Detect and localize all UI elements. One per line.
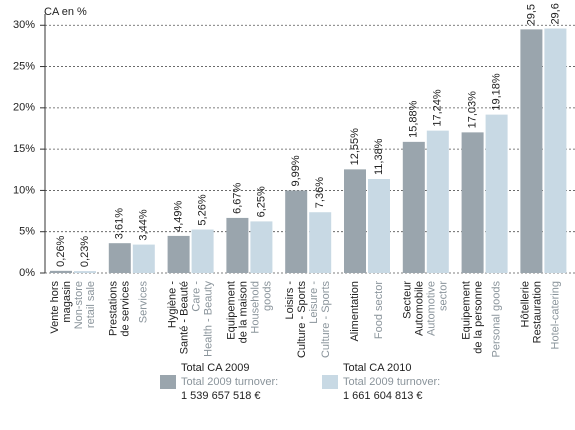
category-label: Food sector	[373, 281, 385, 339]
y-tick-label: 0%	[19, 267, 35, 279]
bar	[167, 235, 190, 273]
category-label: Care -	[191, 281, 203, 312]
category-label: de la personne	[473, 281, 485, 354]
value-label: 15,88%	[408, 100, 420, 138]
y-tick-label: 20%	[13, 102, 35, 114]
category-label: Health - Beauty	[203, 281, 215, 357]
category-label: goods	[261, 281, 273, 311]
value-label: 12,55%	[349, 128, 361, 166]
value-label: 17,24%	[432, 89, 444, 127]
value-label: 29,6	[549, 3, 561, 24]
category-label: retail sale	[85, 281, 97, 328]
value-label: 4,49%	[173, 201, 185, 232]
category-label: Hôtellerie	[519, 281, 531, 327]
bar	[368, 179, 390, 273]
category-label: Restauration	[531, 281, 543, 343]
legend-detail: Total 2009 turnover:	[343, 376, 440, 388]
category-label: Leisure -	[308, 281, 320, 324]
value-label: 7,36%	[314, 177, 326, 208]
value-label: 0,23%	[79, 236, 91, 267]
bar	[520, 29, 543, 273]
y-tick-label: 5%	[19, 226, 35, 238]
bar	[461, 132, 484, 273]
category-label: Non-store	[73, 281, 85, 329]
value-label: 11,38%	[373, 138, 385, 175]
bar	[544, 28, 567, 273]
y-tick-label: 25%	[13, 60, 35, 72]
value-label: 17,03%	[467, 91, 479, 129]
bar	[250, 221, 273, 273]
category-label: Equipement	[461, 281, 473, 340]
y-tick-label: 30%	[13, 19, 35, 31]
bar	[344, 169, 366, 273]
bar	[74, 271, 96, 273]
legend-label: Total CA 2010	[343, 362, 412, 374]
category-label: Automotive	[426, 281, 438, 336]
bar	[485, 114, 508, 273]
value-label: 6,67%	[231, 183, 243, 214]
category-label: Culture - Sports	[320, 281, 332, 359]
value-label: 3,44%	[138, 209, 150, 240]
category-label: Services	[138, 281, 150, 324]
category-label: Vente hors	[49, 281, 61, 334]
category-label: de services	[120, 281, 132, 337]
category-label: Santé - Beauté	[179, 281, 191, 354]
bar	[309, 212, 332, 273]
legend-detail: 1 539 657 518 €	[181, 390, 261, 402]
category-label: Secteur	[402, 281, 414, 319]
legend-label: Total CA 2009	[181, 362, 250, 374]
legend-detail: Total 2009 turnover:	[181, 376, 278, 388]
value-label: 0,26%	[55, 235, 67, 266]
value-label: 6,25%	[255, 186, 267, 217]
category-label: Loisirs -	[284, 281, 296, 320]
category-label: Alimentation	[349, 281, 361, 342]
category-label: Equipement	[225, 281, 237, 340]
value-label: 9,99%	[290, 155, 302, 186]
legend-swatch	[160, 375, 176, 389]
legend-swatch	[322, 375, 338, 389]
category-label: Hotel-catering	[549, 281, 561, 349]
value-label: 19,18%	[491, 73, 503, 111]
value-label: 29,5	[525, 4, 537, 25]
bar	[402, 141, 425, 273]
bar	[285, 190, 308, 273]
bar	[50, 270, 72, 273]
category-label: Prestations	[108, 281, 120, 337]
category-label: Culture - Sports	[296, 281, 308, 359]
category-label: Personal goods	[491, 281, 503, 358]
y-tick-label: 10%	[13, 184, 35, 196]
bar	[108, 243, 131, 273]
value-label: 5,26%	[197, 194, 209, 225]
category-label: Household	[249, 281, 261, 334]
value-label: 3,61%	[114, 208, 126, 239]
bar	[132, 244, 155, 273]
legend-detail: 1 661 604 813 €	[343, 390, 423, 402]
category-label: sector	[438, 281, 450, 311]
y-tick-label: 15%	[13, 143, 35, 155]
bar	[226, 217, 249, 273]
category-label: magasin	[61, 281, 73, 323]
category-label: Automobile	[414, 281, 426, 336]
category-label: de la maison	[237, 281, 249, 343]
category-label: Hygiène -	[167, 281, 179, 328]
bar	[191, 229, 214, 273]
bar	[426, 130, 449, 273]
y-axis-label: CA en %	[44, 6, 87, 18]
